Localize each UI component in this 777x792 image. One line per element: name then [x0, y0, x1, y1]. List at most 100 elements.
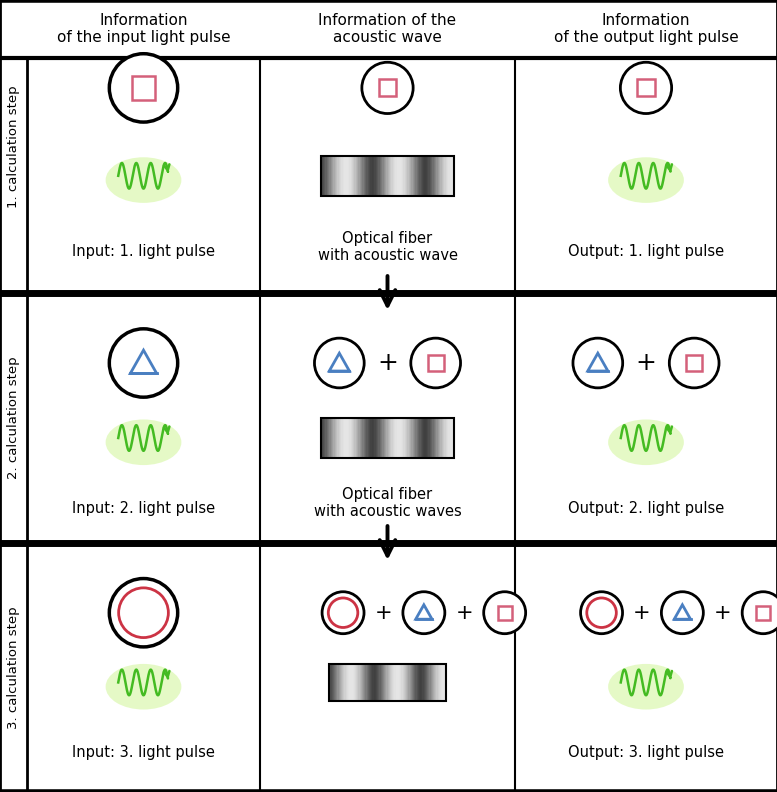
- Bar: [448, 156, 451, 196]
- Bar: [328, 156, 330, 196]
- Bar: [413, 156, 415, 196]
- Text: 1. calculation step: 1. calculation step: [7, 86, 20, 208]
- Bar: [336, 418, 338, 458]
- Bar: [369, 156, 371, 196]
- Bar: [335, 664, 337, 701]
- Bar: [427, 156, 429, 196]
- Bar: [407, 418, 409, 458]
- Bar: [407, 664, 409, 701]
- Bar: [355, 664, 357, 701]
- Bar: [437, 418, 438, 458]
- Ellipse shape: [742, 592, 777, 634]
- Bar: [415, 418, 417, 458]
- Bar: [384, 664, 386, 701]
- Bar: [433, 418, 434, 458]
- Bar: [332, 664, 333, 701]
- Bar: [398, 156, 400, 196]
- Bar: [368, 664, 370, 701]
- Bar: [336, 664, 338, 701]
- Bar: [337, 664, 340, 701]
- Bar: [386, 156, 388, 196]
- Bar: [394, 156, 396, 196]
- Ellipse shape: [403, 592, 445, 634]
- Ellipse shape: [620, 63, 671, 113]
- Bar: [378, 156, 381, 196]
- Bar: [380, 418, 382, 458]
- Bar: [348, 418, 350, 458]
- Bar: [409, 664, 410, 701]
- Ellipse shape: [106, 664, 181, 710]
- Bar: [330, 664, 333, 701]
- Bar: [437, 156, 438, 196]
- Bar: [392, 156, 394, 196]
- Bar: [411, 418, 413, 458]
- Bar: [344, 418, 346, 458]
- Bar: [441, 156, 444, 196]
- Bar: [324, 418, 326, 458]
- Bar: [365, 156, 368, 196]
- Bar: [443, 418, 445, 458]
- Bar: [435, 418, 437, 458]
- Ellipse shape: [110, 329, 178, 397]
- Bar: [423, 664, 424, 701]
- Bar: [382, 418, 385, 458]
- Bar: [354, 418, 355, 458]
- Bar: [409, 156, 411, 196]
- Bar: [415, 156, 417, 196]
- Bar: [377, 418, 379, 458]
- Bar: [421, 664, 423, 701]
- Bar: [420, 418, 423, 458]
- Bar: [446, 156, 448, 196]
- Bar: [327, 418, 329, 458]
- Bar: [430, 418, 432, 458]
- Bar: [333, 156, 336, 196]
- Bar: [423, 664, 426, 701]
- Bar: [375, 664, 377, 701]
- Ellipse shape: [661, 592, 703, 634]
- Bar: [356, 418, 358, 458]
- Ellipse shape: [106, 158, 181, 203]
- Bar: [406, 156, 408, 196]
- Ellipse shape: [362, 63, 413, 113]
- Bar: [434, 418, 436, 458]
- Bar: [337, 418, 340, 458]
- Bar: [450, 418, 451, 458]
- Bar: [379, 79, 396, 97]
- Text: +: +: [633, 603, 651, 623]
- Bar: [332, 156, 334, 196]
- Bar: [326, 418, 328, 458]
- Bar: [326, 156, 328, 196]
- Bar: [410, 156, 412, 196]
- Bar: [399, 664, 401, 701]
- Bar: [398, 664, 400, 701]
- Bar: [437, 664, 440, 701]
- Bar: [363, 664, 365, 701]
- Bar: [447, 156, 449, 196]
- Bar: [371, 418, 372, 458]
- Bar: [339, 418, 341, 458]
- Bar: [342, 664, 344, 701]
- Bar: [374, 664, 375, 701]
- Bar: [406, 418, 408, 458]
- Bar: [322, 156, 325, 196]
- Bar: [350, 156, 353, 196]
- Bar: [431, 156, 434, 196]
- Bar: [395, 418, 398, 458]
- Bar: [324, 156, 326, 196]
- Bar: [376, 664, 378, 701]
- Bar: [384, 418, 385, 458]
- Bar: [365, 664, 368, 701]
- Bar: [358, 664, 361, 701]
- Bar: [352, 418, 354, 458]
- Bar: [394, 418, 396, 458]
- Bar: [329, 156, 332, 196]
- Bar: [370, 664, 372, 701]
- Bar: [350, 664, 352, 701]
- Ellipse shape: [669, 338, 719, 388]
- Bar: [418, 418, 420, 458]
- Bar: [341, 156, 343, 196]
- Bar: [413, 418, 415, 458]
- Bar: [390, 664, 392, 701]
- Bar: [416, 418, 419, 458]
- Bar: [397, 664, 399, 701]
